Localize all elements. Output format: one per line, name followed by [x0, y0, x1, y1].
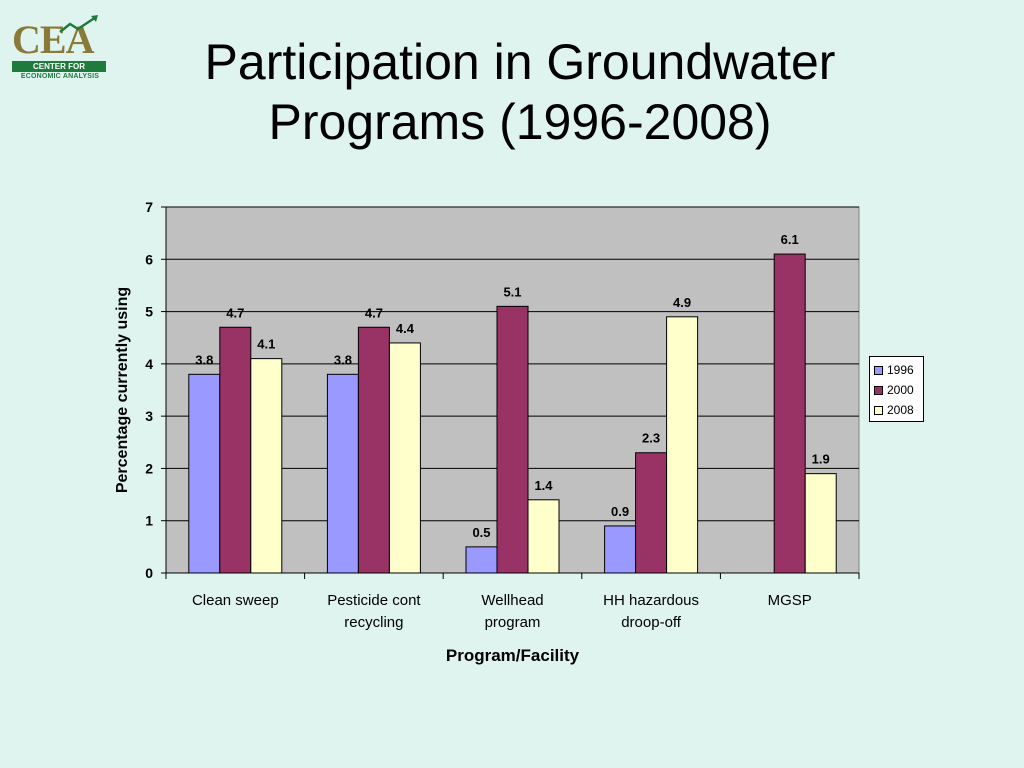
y-tick-label: 0	[145, 565, 153, 581]
bar-1996	[188, 373, 221, 574]
data-label: 4.7	[226, 305, 244, 320]
y-tick-label: 2	[145, 460, 153, 476]
data-label: 3.8	[334, 352, 352, 367]
y-tick-label: 6	[145, 251, 153, 267]
bar-2000	[635, 452, 668, 574]
x-tick-label: HH hazardous	[603, 592, 699, 609]
bar-2008	[388, 342, 421, 574]
x-tick-label: recycling	[344, 614, 403, 631]
legend-swatch	[874, 365, 883, 375]
bar-2008	[804, 473, 837, 574]
chart-legend: 1996 2000 2008	[869, 356, 924, 422]
bar-2000	[219, 326, 252, 574]
x-tick-label: Pesticide cont	[327, 592, 421, 609]
logo-band: CENTER FOR	[12, 61, 106, 72]
bar-2008	[666, 316, 699, 574]
legend-swatch	[874, 385, 883, 395]
data-label: 4.1	[257, 337, 275, 352]
slide-title: Participation in Groundwater Programs (1…	[140, 32, 900, 152]
data-label: 1.9	[812, 452, 830, 467]
legend-item-2008: 2008	[874, 400, 919, 420]
data-label: 2.3	[642, 431, 660, 446]
legend-label: 2008	[887, 403, 914, 417]
cea-logo: CEA CENTER FOR ECONOMIC ANALYSIS	[12, 14, 108, 84]
bar-1996	[604, 525, 637, 574]
legend-swatch	[874, 405, 883, 415]
x-tick-label: program	[485, 614, 541, 631]
x-tick-label: MGSP	[768, 592, 812, 609]
x-axis-title: Program/Facility	[446, 646, 580, 665]
bar-2008	[527, 499, 560, 574]
data-label: 1.4	[534, 478, 553, 493]
slide-title-line-1: Participation in Groundwater	[204, 34, 836, 90]
data-label: 4.4	[396, 321, 415, 336]
y-tick-label: 4	[145, 356, 153, 372]
data-label: 5.1	[503, 284, 521, 299]
y-tick-label: 3	[145, 408, 153, 424]
legend-item-2000: 2000	[874, 380, 919, 400]
bar-2000	[496, 305, 529, 574]
data-label: 6.1	[781, 232, 799, 247]
legend-item-1996: 1996	[874, 360, 919, 380]
y-tick-label: 5	[145, 304, 153, 320]
y-tick-label: 7	[145, 199, 153, 215]
logo-subtitle: ECONOMIC ANALYSIS	[20, 73, 100, 80]
legend-label: 1996	[887, 363, 914, 377]
bar-2000	[773, 253, 806, 574]
growth-arrow-icon	[59, 15, 98, 33]
bar-1996	[465, 546, 498, 574]
legend-label: 2000	[887, 383, 914, 397]
y-tick-label: 1	[145, 513, 153, 529]
data-label: 4.7	[365, 305, 383, 320]
data-label: 4.9	[673, 295, 691, 310]
bar-1996	[326, 373, 359, 574]
x-tick-label: Wellhead	[481, 592, 543, 609]
x-tick-label: Clean sweep	[192, 592, 279, 609]
data-label: 0.5	[472, 525, 490, 540]
x-tick-label: droop-off	[621, 614, 682, 631]
bar-2000	[357, 326, 390, 574]
y-axis-title: Percentage currently using	[114, 287, 131, 493]
data-label: 0.9	[611, 504, 629, 519]
bar-2008	[250, 358, 283, 574]
slide-title-line-2: Programs (1996-2008)	[268, 94, 772, 150]
data-label: 3.8	[195, 352, 213, 367]
